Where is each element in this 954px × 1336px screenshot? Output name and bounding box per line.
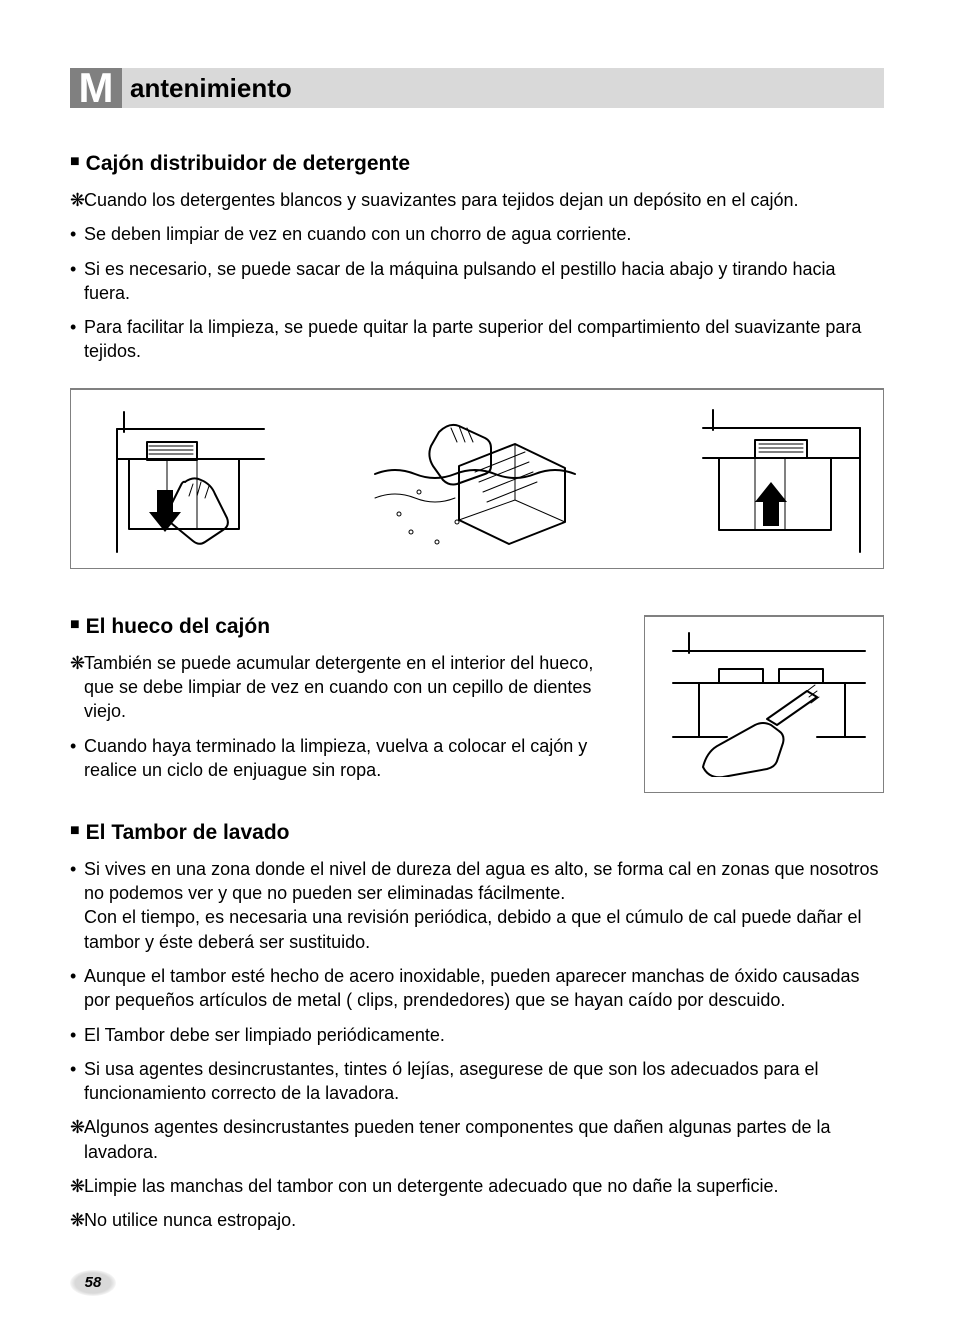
list-item: ❋Algunos agentes desincrustantes pueden …: [70, 1115, 884, 1164]
figure-insert-drawer-icon: [685, 404, 865, 554]
list-text: Algunos agentes desincrustantes pueden t…: [84, 1117, 831, 1161]
section1-heading-text: Cajón distribuidor de detergente: [86, 152, 410, 175]
page-title-bar: M antenimiento: [70, 68, 884, 108]
asterisk-icon: ❋: [70, 1208, 84, 1232]
section1-list: ❋Cuando los detergentes blancos y suaviz…: [70, 188, 884, 364]
list-item: •Aunque el tambor esté hecho de acero in…: [70, 964, 884, 1013]
bullet-icon: •: [70, 315, 84, 339]
list-text: Aunque el tambor esté hecho de acero ino…: [84, 966, 860, 1010]
bullet-icon: •: [70, 964, 84, 988]
figure-rinse-drawer-icon: [367, 404, 587, 554]
section2-text-column: ■ El hueco del cajón ❋También se puede ac…: [70, 615, 620, 793]
section3-list: •Si vives en una zona donde el nivel de …: [70, 857, 884, 1233]
square-bullet-icon: ■: [70, 153, 80, 171]
list-text: Si es necesario, se puede sacar de la má…: [84, 259, 835, 303]
list-text: Se deben limpiar de vez en cuando con un…: [84, 224, 631, 244]
section2-row: ■ El hueco del cajón ❋También se puede ac…: [70, 615, 884, 793]
bullet-icon: •: [70, 734, 84, 758]
bullet-icon: •: [70, 257, 84, 281]
section3-heading-text: El Tambor de lavado: [86, 821, 290, 844]
section3-heading: ■ El Tambor de lavado: [70, 821, 884, 845]
list-text: No utilice nunca estropajo.: [84, 1210, 296, 1230]
section2-list: ❋También se puede acumular detergente en…: [70, 651, 620, 782]
bullet-icon: •: [70, 857, 84, 881]
list-item: •Si vives en una zona donde el nivel de …: [70, 857, 884, 954]
figure-row-drawer-steps: [70, 388, 884, 569]
section2-figure-box: [644, 615, 884, 793]
bullet-icon: •: [70, 1023, 84, 1047]
list-item: •Cuando haya terminado la limpieza, vuel…: [70, 734, 620, 783]
list-item: ❋También se puede acumular detergente en…: [70, 651, 620, 724]
square-bullet-icon: ■: [70, 822, 80, 840]
manual-page: M antenimiento ■ Cajón distribuidor de de…: [0, 0, 954, 1336]
list-text: También se puede acumular detergente en …: [84, 653, 593, 722]
list-item: •Si es necesario, se puede sacar de la m…: [70, 257, 884, 306]
list-text: El Tambor debe ser limpiado periódicamen…: [84, 1025, 445, 1045]
list-item: ❋No utilice nunca estropajo.: [70, 1208, 884, 1232]
page-number: 58: [70, 1270, 116, 1296]
section2-heading: ■ El hueco del cajón: [70, 615, 620, 639]
list-text: Para facilitar la limpieza, se puede qui…: [84, 317, 861, 361]
list-item: •Se deben limpiar de vez en cuando con u…: [70, 222, 884, 246]
list-item: •El Tambor debe ser limpiado periódicame…: [70, 1023, 884, 1047]
figure-remove-drawer-icon: [89, 404, 269, 554]
asterisk-icon: ❋: [70, 1115, 84, 1139]
list-text: Cuando haya terminado la limpieza, vuelv…: [84, 736, 587, 780]
square-bullet-icon: ■: [70, 616, 80, 634]
asterisk-icon: ❋: [70, 651, 84, 675]
list-text: Si usa agentes desincrustantes, tintes ó…: [84, 1059, 818, 1103]
section1-heading: ■ Cajón distribuidor de detergente: [70, 152, 884, 176]
list-item: ❋Limpie las manchas del tambor con un de…: [70, 1174, 884, 1198]
list-text: Cuando los detergentes blancos y suaviza…: [84, 190, 798, 210]
title-rest-text: antenimiento: [122, 68, 884, 108]
asterisk-icon: ❋: [70, 1174, 84, 1198]
list-item: ❋Cuando los detergentes blancos y suaviz…: [70, 188, 884, 212]
list-item: •Para facilitar la limpieza, se puede qu…: [70, 315, 884, 364]
bullet-icon: •: [70, 1057, 84, 1081]
title-initial-letter: M: [70, 68, 122, 108]
section2-heading-text: El hueco del cajón: [86, 615, 270, 638]
list-text: Limpie las manchas del tambor con un det…: [84, 1176, 778, 1196]
figure-clean-recess-icon: [659, 627, 869, 777]
list-text: Si vives en una zona donde el nivel de d…: [84, 859, 879, 952]
asterisk-icon: ❋: [70, 188, 84, 212]
bullet-icon: •: [70, 222, 84, 246]
list-item: •Si usa agentes desincrustantes, tintes …: [70, 1057, 884, 1106]
